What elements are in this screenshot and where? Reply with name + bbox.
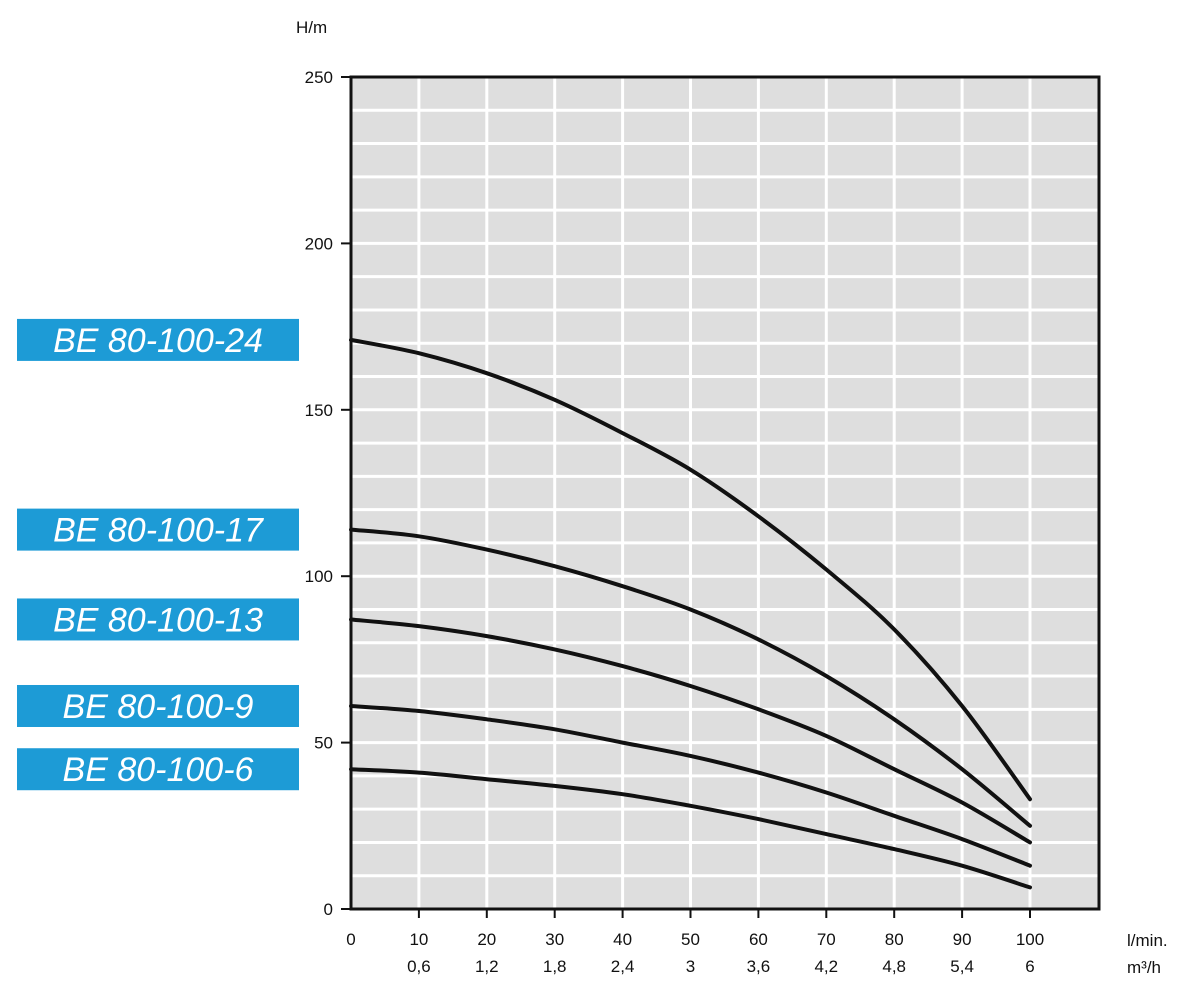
y-tick-label: 250 — [305, 68, 333, 87]
series-labels: BE 80-100-24 BE 80-100-17 BE 80-100-13 BE 8… — [17, 318, 299, 791]
x-tick-label-secondary: 5,4 — [950, 957, 974, 976]
x-tick-label-secondary: 4,8 — [882, 957, 906, 976]
x-tick-label: 20 — [477, 930, 496, 949]
series-label-box — [17, 684, 299, 727]
series-label-text: BE 80-100-17 — [53, 512, 264, 550]
series-label-box — [17, 508, 299, 551]
performance-curves — [349, 337, 1032, 890]
x-axis-label-primary: l/min. — [1127, 931, 1168, 950]
x-tick-label: 0 — [346, 930, 355, 949]
x-axis-ticks: 0 10 0,6 20 1,2 30 1,8 40 2,4 50 3 60 3,6 70 4,2 80 4,8 9… — [346, 909, 1044, 976]
series-label-box — [17, 318, 299, 361]
x-tick-label-secondary: 2,4 — [611, 957, 635, 976]
x-tick-label-secondary: 1,8 — [543, 957, 567, 976]
y-axis-label: H/m — [296, 18, 327, 37]
y-axis-ticks: 0 50 100 150 200 250 — [305, 68, 351, 919]
y-tick-label: 150 — [305, 401, 333, 420]
y-tick-label: 0 — [324, 900, 333, 919]
series-label-4: BE 80-100-6 — [17, 748, 299, 791]
series-label-1: BE 80-100-17 — [17, 508, 299, 551]
x-tick-label: 10 — [409, 930, 428, 949]
series-line-4 — [349, 767, 1032, 890]
series-line-2 — [349, 617, 1032, 845]
x-tick-label: 100 — [1016, 930, 1044, 949]
series-label-2: BE 80-100-13 — [17, 598, 299, 641]
series-label-box — [17, 598, 299, 641]
x-tick-label: 60 — [749, 930, 768, 949]
series-label-3: BE 80-100-9 — [17, 684, 299, 727]
y-tick-label: 50 — [314, 734, 333, 753]
x-tick-label-secondary: 3,6 — [747, 957, 771, 976]
plot-frame — [349, 75, 1101, 911]
x-tick-label-secondary: 6 — [1025, 957, 1034, 976]
series-line-3 — [349, 704, 1032, 868]
x-tick-label: 30 — [545, 930, 564, 949]
series-label-0: BE 80-100-24 — [17, 318, 299, 361]
series-label-text: BE 80-100-6 — [63, 751, 254, 789]
y-tick-label: 100 — [305, 567, 333, 586]
x-tick-label-secondary: 0,6 — [407, 957, 431, 976]
grid-lines — [351, 77, 1099, 909]
x-axis-label-secondary: m³/h — [1127, 958, 1161, 977]
x-tick-label: 90 — [953, 930, 972, 949]
x-tick-label-secondary: 1,2 — [475, 957, 499, 976]
x-tick-label-secondary: 4,2 — [814, 957, 838, 976]
y-tick-label: 200 — [305, 234, 333, 253]
x-tick-label: 80 — [885, 930, 904, 949]
x-tick-label: 70 — [817, 930, 836, 949]
series-line-0 — [349, 337, 1032, 802]
series-line-1 — [349, 527, 1032, 828]
series-label-text: BE 80-100-13 — [53, 601, 263, 639]
x-tick-label-secondary: 3 — [686, 957, 695, 976]
x-tick-label: 50 — [681, 930, 700, 949]
series-label-box — [17, 748, 299, 791]
series-label-text: BE 80-100-24 — [53, 322, 263, 360]
x-tick-label: 40 — [613, 930, 632, 949]
series-label-text: BE 80-100-9 — [63, 688, 254, 726]
